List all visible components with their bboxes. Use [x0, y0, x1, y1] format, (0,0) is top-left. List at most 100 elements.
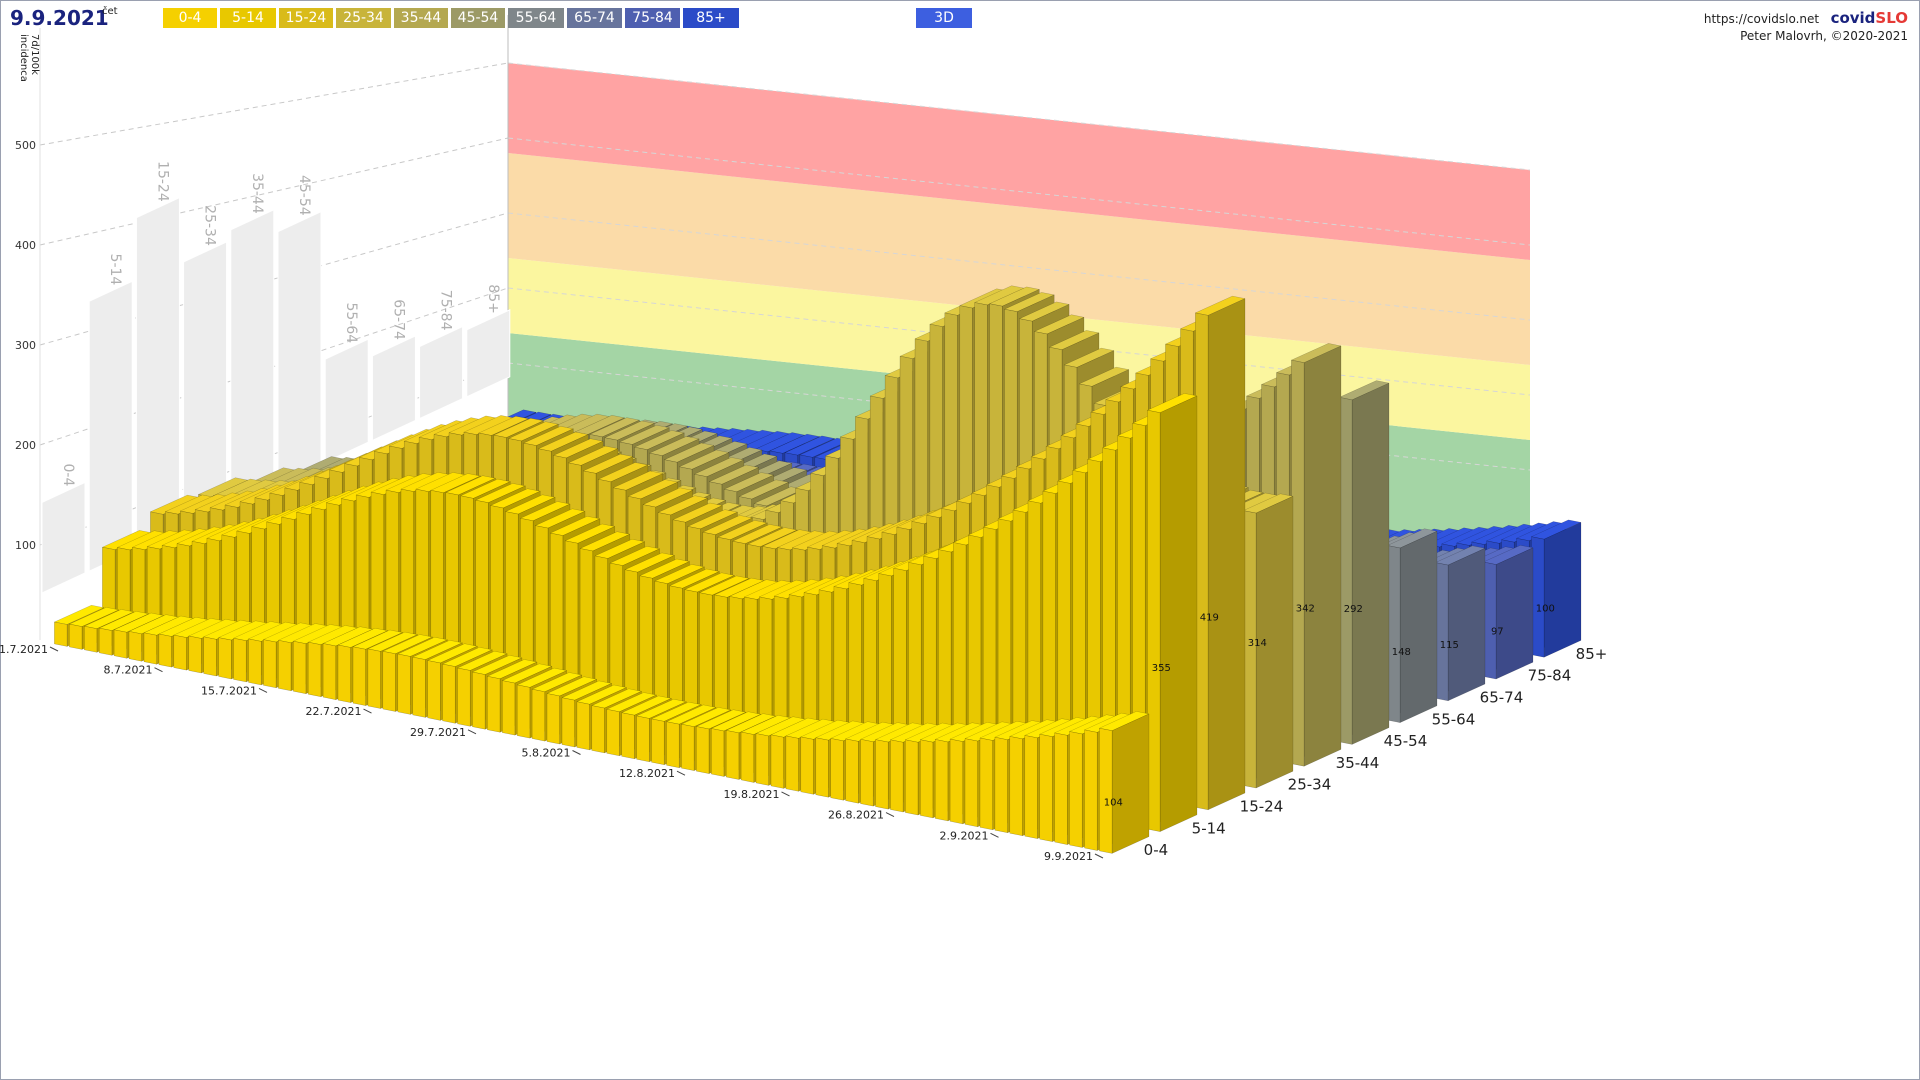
bar-front [516, 684, 531, 739]
bar-front [845, 738, 859, 804]
value-label: 148 [1392, 647, 1411, 658]
age-label: 75-84 [1528, 667, 1572, 685]
bar-front [1147, 409, 1161, 832]
value-label: 100 [1536, 603, 1555, 614]
date-label: 9.9.2021 [1044, 850, 1093, 863]
bar-front [636, 715, 650, 763]
wall-silhouette [419, 325, 464, 420]
bar-front [740, 731, 755, 783]
date-tick [154, 667, 163, 673]
bar-front [949, 738, 964, 825]
legend-item-15-24[interactable]: 15-24 [279, 8, 333, 28]
bar-front [1483, 561, 1497, 680]
bar-front [337, 644, 351, 703]
value-label: 97 [1491, 626, 1504, 637]
risk-zone-band [508, 63, 1530, 260]
left-wall: 100 200 300 400 500 0-4 5-14 15-24 25-34 35-44 45-… [15, 15, 1531, 640]
legend-item-45-54[interactable]: 45-54 [451, 8, 505, 28]
wall-age-label: 45-54 [296, 175, 312, 216]
date-tick [363, 708, 372, 714]
view-3d-button[interactable]: 3D [916, 8, 972, 28]
bar-front [1531, 536, 1545, 658]
date-label: 19.8.2021 [724, 788, 780, 801]
age-label: 0-4 [1144, 841, 1169, 859]
bar-front [427, 660, 441, 721]
bar-front [412, 656, 426, 718]
bar-front [322, 643, 337, 701]
wall-silhouette [324, 338, 369, 463]
wall-silhouette [230, 209, 275, 507]
y-tick-label: 500 [15, 139, 36, 152]
wall-silhouette [466, 309, 511, 398]
value-label: 292 [1344, 604, 1363, 615]
wall-age-label: 75-84 [438, 290, 454, 331]
bar-front [1069, 731, 1083, 848]
value-label: 104 [1104, 798, 1123, 809]
bar-front [621, 712, 635, 760]
report-date: 9.9.2021 [10, 6, 109, 30]
latest-value-labels: 104 355 419 314 342 292 148 115 97 100 [1104, 603, 1555, 809]
bar-side [1351, 382, 1390, 745]
date-tick [572, 750, 581, 755]
site-url-link[interactable]: https://covidslo.net [1703, 12, 1820, 26]
bar-front [98, 627, 113, 656]
bar-front [54, 621, 68, 647]
date-tick [467, 729, 477, 735]
bar-front [576, 701, 590, 751]
date-label: 2.9.2021 [940, 829, 989, 842]
bar-side [1447, 547, 1486, 702]
bar-front [934, 739, 949, 822]
date-tick [781, 791, 790, 797]
bar-front [84, 625, 98, 653]
age-label: 55-64 [1432, 710, 1476, 728]
bar-side [1159, 395, 1198, 832]
bar-side [1303, 345, 1342, 767]
wall-silhouette [41, 481, 86, 594]
wall-age-label: 25-34 [202, 205, 218, 246]
bar-front [143, 632, 157, 665]
wall-age-label: 0-4 [60, 463, 76, 486]
bar-front [964, 738, 978, 828]
bar-front [472, 671, 486, 730]
legend-item-55-64[interactable]: 55-64 [508, 8, 564, 28]
legend-item-25-34[interactable]: 25-34 [336, 8, 391, 28]
credits-block: https://covidslo.net covidSLO Peter Malo… [1704, 10, 1908, 45]
date-label: 26.8.2021 [828, 809, 884, 822]
bar-front [69, 623, 83, 650]
legend-item-5-14[interactable]: 5-14 [220, 8, 276, 28]
date-axis: 1.7.2021 8.7.2021 15.7.2021 22.7.2021 29.7.2… [0, 643, 1104, 863]
bar-front [278, 639, 292, 692]
bar-front [681, 723, 695, 771]
bar-front [1024, 735, 1038, 839]
bar-front [248, 638, 262, 686]
legend-item-35-44[interactable]: 35-44 [394, 8, 448, 28]
legend-item-75-84[interactable]: 75-84 [625, 8, 680, 28]
bar-front [113, 629, 128, 659]
bar-front [128, 631, 142, 662]
legend-item-0-4[interactable]: 0-4 [163, 8, 217, 28]
report-weekday: čet [102, 6, 118, 17]
y-tick-label: 100 [15, 539, 36, 552]
date-label: 22.7.2021 [306, 705, 362, 718]
wall-age-label: 15-24 [154, 161, 170, 202]
date-tick [258, 687, 268, 693]
y-tick-label: 300 [15, 339, 36, 352]
bar-front [1291, 359, 1305, 767]
legend-item-85plus[interactable]: 85+ [683, 8, 739, 28]
wall-age-label: 85+ [485, 284, 501, 314]
age-label: 15-24 [1240, 798, 1284, 816]
wall-age-label: 65-74 [390, 299, 406, 340]
y-gridline-back [507, 212, 1531, 321]
date-tick [1094, 853, 1104, 859]
bars-3d [53, 285, 1582, 854]
value-label: 115 [1440, 640, 1459, 651]
bar-front [770, 734, 784, 789]
bar-front [502, 680, 516, 736]
bar-front [711, 728, 725, 777]
bar-front [815, 737, 829, 798]
value-label: 355 [1152, 663, 1171, 674]
bar-front [1387, 545, 1401, 723]
legend-item-65-74[interactable]: 65-74 [567, 8, 622, 28]
bar-front [696, 726, 710, 774]
